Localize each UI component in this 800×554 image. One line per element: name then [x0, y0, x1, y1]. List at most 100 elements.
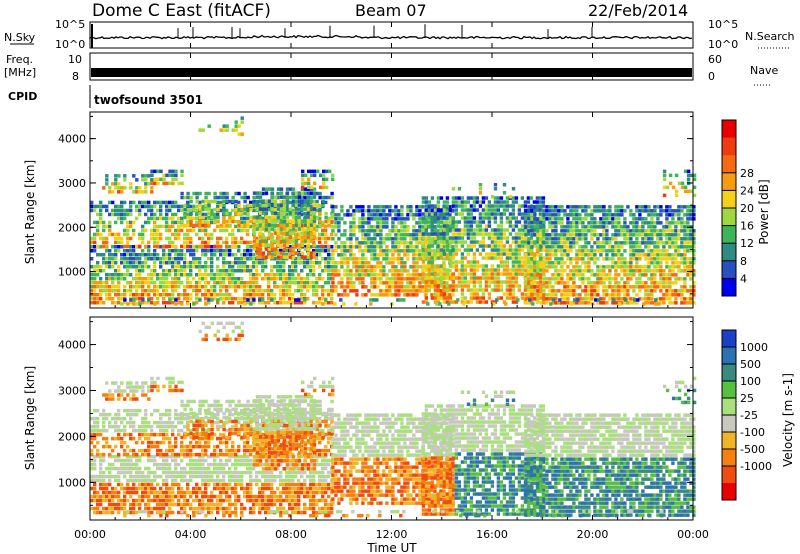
echo-cell	[400, 269, 404, 273]
echo-cell	[602, 205, 606, 209]
echo-cell	[129, 293, 133, 297]
echo-cell	[683, 205, 687, 209]
echo-cell	[252, 243, 257, 247]
echo-cell	[626, 261, 630, 265]
echo-cell	[629, 245, 633, 249]
echo-cell	[490, 216, 495, 220]
echo-cell	[123, 285, 127, 289]
echo-cell	[370, 241, 374, 245]
echo-cell	[587, 205, 591, 209]
echo-cell	[686, 269, 690, 273]
echo-cell	[560, 297, 564, 301]
echo-cell	[563, 293, 567, 297]
echo-cell	[662, 229, 666, 233]
echo-cell	[105, 285, 109, 289]
echo-cell	[373, 209, 377, 213]
echo-cell	[312, 251, 317, 255]
echo-cell	[448, 293, 452, 297]
echo-cell	[605, 277, 609, 281]
echo-cell	[531, 302, 535, 306]
echo-cell	[264, 236, 268, 241]
echo-cell	[288, 247, 293, 251]
echo-cell	[273, 293, 277, 297]
echo-cell	[457, 212, 462, 216]
echo-cell	[180, 169, 184, 174]
echo-cell	[349, 225, 353, 229]
echo-cell	[686, 217, 690, 221]
echo-cell	[400, 261, 404, 265]
echo-cell	[448, 245, 452, 249]
echo-cell	[255, 269, 259, 273]
echo-cell	[596, 249, 600, 253]
echo-cell	[352, 225, 356, 229]
echo-cell	[279, 227, 284, 231]
echo-cell	[204, 207, 208, 212]
echo-cell	[638, 285, 642, 289]
echo-cell	[469, 280, 474, 284]
echo-cell	[548, 217, 552, 221]
echo-cell	[656, 249, 660, 253]
echo-cell	[135, 265, 139, 269]
echo-cell	[349, 241, 353, 245]
echo-cell	[499, 196, 504, 200]
echo-cell	[382, 241, 386, 245]
echo-cell	[216, 293, 220, 297]
echo-cell	[602, 229, 606, 233]
echo-cell	[686, 273, 690, 277]
echo-cell	[291, 247, 296, 251]
echo-cell	[330, 195, 334, 200]
echo-cell	[117, 245, 121, 249]
echo-cell	[623, 293, 627, 297]
echo-cell	[385, 205, 389, 209]
echo-cell	[572, 229, 576, 233]
echo-cell	[692, 273, 696, 277]
echo-cell	[264, 261, 268, 265]
echo-cell	[677, 277, 681, 281]
echo-cell	[358, 281, 362, 285]
echo-cell	[382, 293, 386, 297]
echo-cell	[288, 235, 293, 239]
echo-cell	[177, 269, 181, 273]
echo-cell	[527, 265, 531, 269]
echo-cell	[656, 285, 660, 289]
echo-cell	[424, 280, 429, 284]
echo-cell	[331, 177, 335, 182]
echo-cell	[288, 301, 292, 305]
echo-cell	[659, 273, 663, 277]
echo-cell	[653, 229, 657, 233]
echo-cell	[680, 217, 684, 221]
echo-cell	[252, 285, 256, 289]
echo-cell	[376, 213, 380, 217]
echo-cell	[352, 281, 356, 285]
echo-cell	[153, 228, 157, 233]
echo-cell	[557, 221, 561, 225]
echo-cell	[469, 228, 474, 232]
echo-cell	[545, 237, 549, 241]
echo-cell	[150, 216, 154, 221]
echo-cell	[294, 277, 298, 281]
echo-cell	[391, 253, 395, 257]
echo-cell	[397, 245, 401, 249]
echo-cell	[647, 213, 651, 217]
echo-cell	[527, 269, 531, 273]
echo-cell	[198, 281, 202, 285]
echo-cell	[168, 200, 172, 205]
echo-cell	[557, 281, 561, 285]
echo-cell	[397, 229, 401, 233]
echo-cell	[496, 240, 501, 244]
echo-cell	[415, 261, 419, 265]
echo-cell	[180, 208, 184, 213]
echo-cell	[548, 289, 552, 293]
echo-cell	[394, 293, 398, 297]
echo-cell	[291, 301, 295, 305]
echo-cell	[189, 265, 193, 269]
echo-cell	[415, 289, 419, 293]
echo-cell	[207, 232, 211, 237]
echo-cell	[520, 292, 525, 296]
echo-cell	[126, 273, 130, 277]
echo-cell	[222, 203, 226, 208]
echo-cell	[644, 257, 648, 261]
echo-cell	[421, 252, 426, 256]
echo-cell	[584, 233, 588, 237]
